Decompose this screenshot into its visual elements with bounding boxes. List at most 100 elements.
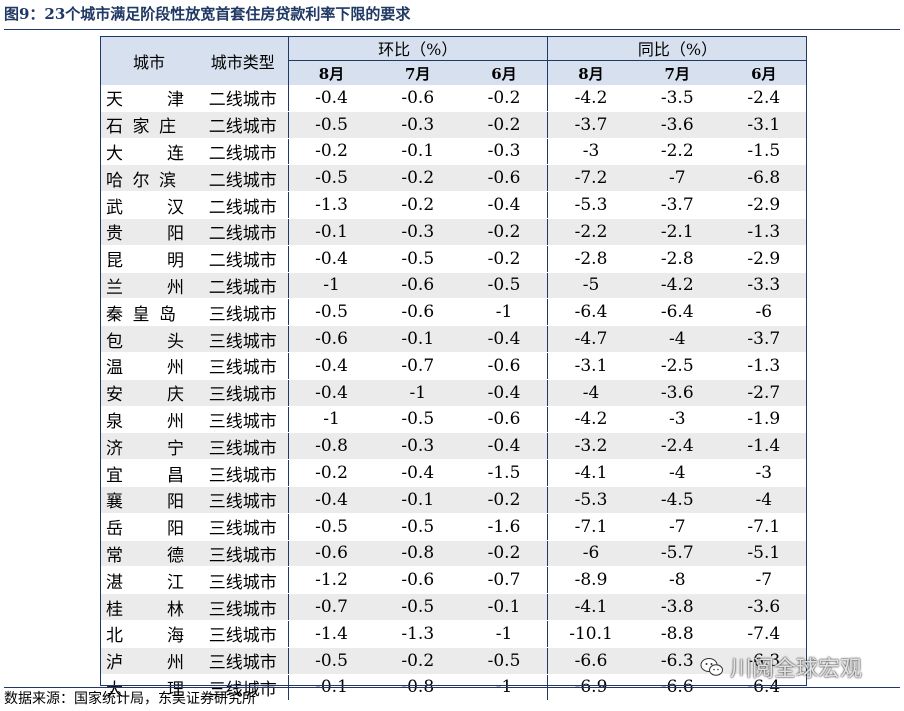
city-char: 常 <box>106 545 123 566</box>
yoy-value-cell: -6.4 <box>634 298 721 327</box>
mom-value-cell: -1.3 <box>287 191 375 219</box>
mom-value-cell: -0.4 <box>461 325 549 353</box>
mom-value-cell: -0.1 <box>374 325 461 353</box>
yoy-value-cell: -7.1 <box>720 513 808 541</box>
col-header-month: 7月 <box>634 60 721 85</box>
city-name: 兰州 <box>106 273 184 298</box>
city-name: 襄阳 <box>106 487 184 512</box>
city-char: 州 <box>167 411 184 432</box>
city-char: 庄 <box>159 117 176 138</box>
city-type-cell: 二线城市 <box>198 191 288 219</box>
mom-value-cell: -1 <box>287 406 375 434</box>
city-type-cell: 三线城市 <box>198 325 288 353</box>
city-char: 汉 <box>167 197 184 218</box>
col-header-month: 8月 <box>287 60 375 85</box>
yoy-value-cell: -7.2 <box>547 164 635 193</box>
table-row: 秦皇岛三线城市 -0.5 -0.6 -1 -6.4 -6.4 -6 <box>100 298 808 327</box>
mom-value-cell: -0.5 <box>287 513 375 541</box>
city-type-cell: 三线城市 <box>198 379 288 407</box>
yoy-value-cell: -2.4 <box>720 85 808 112</box>
mom-value-cell: -1 <box>461 620 549 648</box>
city-char: 滨 <box>159 170 176 191</box>
col-header-month: 6月 <box>720 60 808 85</box>
yoy-value-cell: -7.4 <box>720 620 808 648</box>
yoy-value-cell: -4.2 <box>547 85 635 112</box>
city-type-cell: 三线城市 <box>198 352 288 380</box>
mom-value-cell: -0.4 <box>287 85 375 112</box>
city-cell: 北海 <box>100 620 198 648</box>
city-cell: 襄阳 <box>100 486 198 514</box>
table-body: 天津二线城市 -0.4 -0.6 -0.2 -4.2 -3.5 -2.4 石家庄二线城市 -0.… <box>100 85 808 702</box>
mom-value-cell: -0.5 <box>461 272 549 300</box>
table-row: 湛江三线城市 -1.2 -0.6 -0.7 -8.9 -8 -7 <box>100 566 808 595</box>
city-char: 昌 <box>167 465 184 486</box>
bottom-divider <box>4 687 900 688</box>
city-name: 温州 <box>106 353 184 378</box>
yoy-value-cell: -3.7 <box>547 111 635 139</box>
city-type-cell: 二线城市 <box>198 85 288 112</box>
city-name: 大连 <box>106 139 184 164</box>
mom-value-cell: -0.6 <box>374 566 461 595</box>
yoy-value-cell: -2.5 <box>634 352 721 380</box>
city-name: 安庆 <box>106 380 184 405</box>
city-name: 常德 <box>106 541 184 566</box>
yoy-value-cell: -4 <box>720 486 808 514</box>
yoy-value-cell: -1.9 <box>720 406 808 434</box>
yoy-value-cell: -4 <box>634 459 721 487</box>
yoy-value-cell: -3 <box>634 406 721 434</box>
yoy-value-cell: -3.3 <box>720 272 808 300</box>
yoy-value-cell: -2.4 <box>634 432 721 461</box>
city-char: 安 <box>106 385 123 406</box>
mom-value-cell: -1.2 <box>287 566 375 595</box>
city-char: 贵 <box>106 224 123 245</box>
city-type-cell: 三线城市 <box>198 566 288 595</box>
table-row: 常德三线城市 -0.6 -0.8 -0.2 -6 -5.7 -5.1 <box>100 540 808 568</box>
city-cell: 济宁 <box>100 432 198 461</box>
city-type-cell: 三线城市 <box>198 540 288 568</box>
mom-value-cell: -0.6 <box>374 298 461 327</box>
city-name: 泉州 <box>106 407 184 432</box>
mom-value-cell: -0.5 <box>287 111 375 139</box>
city-char: 尔 <box>132 170 150 191</box>
mom-value-cell: -0.3 <box>374 218 461 246</box>
mom-value-cell: -1 <box>461 298 549 327</box>
city-char: 海 <box>167 626 184 647</box>
mom-value-cell: -0.4 <box>287 245 375 273</box>
city-char: 包 <box>106 331 123 352</box>
col-header-type: 城市类型 <box>198 36 288 85</box>
yoy-value-cell: -1.5 <box>720 138 808 166</box>
mom-value-cell: -1.3 <box>374 620 461 648</box>
yoy-value-cell: -4.2 <box>634 272 721 300</box>
source-note: 数据来源：国家统计局，东吴证券研究所 <box>4 691 256 707</box>
table-row: 宜昌三线城市 -0.2 -0.4 -1.5 -4.1 -4 -3 <box>100 459 808 487</box>
wechat-icon <box>700 658 723 676</box>
mom-value-cell: -0.6 <box>461 352 549 380</box>
mom-value-cell: -0.2 <box>461 486 549 514</box>
mom-value-cell: -0.3 <box>374 111 461 139</box>
city-char: 津 <box>167 90 184 111</box>
table-row: 泉州三线城市 -1 -0.5 -0.6 -4.2 -3 -1.9 <box>100 406 808 434</box>
city-char: 头 <box>167 331 184 352</box>
yoy-value-cell: -7 <box>634 164 721 193</box>
yoy-value-cell: -3 <box>547 138 635 166</box>
yoy-value-cell: -7 <box>720 566 808 595</box>
title-divider <box>4 29 900 30</box>
city-char: 大 <box>106 679 123 700</box>
yoy-value-cell: -8 <box>634 566 721 595</box>
mom-value-cell: -0.2 <box>287 138 375 166</box>
table-row: 襄阳三线城市 -0.4 -0.1 -0.2 -5.3 -4.5 -4 <box>100 486 808 514</box>
mom-value-cell: -0.5 <box>287 298 375 327</box>
mom-value-cell: -0.3 <box>374 432 461 461</box>
yoy-value-cell: -5.3 <box>547 486 635 514</box>
yoy-value-cell: -2.2 <box>634 138 721 166</box>
city-type-cell: 三线城市 <box>198 432 288 461</box>
yoy-value-cell: -6.8 <box>720 164 808 193</box>
mom-value-cell: -0.2 <box>374 191 461 219</box>
city-cell: 桂林 <box>100 593 198 621</box>
col-header-month: 8月 <box>547 60 635 85</box>
mom-value-cell: -0.5 <box>461 647 549 675</box>
city-cell: 哈尔滨 <box>100 164 198 193</box>
yoy-value-cell: -8.8 <box>634 620 721 648</box>
yoy-value-cell: -6 <box>720 298 808 327</box>
city-cell: 宜昌 <box>100 459 198 487</box>
